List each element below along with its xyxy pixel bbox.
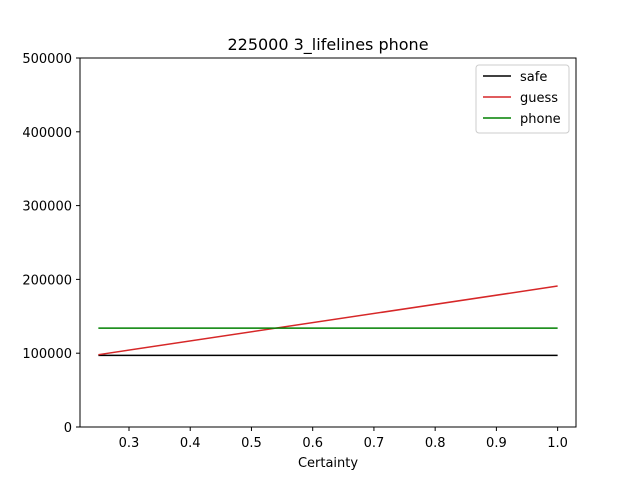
series-layer: [98, 285, 558, 357]
x-tick-label: 1.0: [547, 436, 568, 451]
y-tick-label: 0: [64, 421, 72, 436]
x-tick-label: 0.4: [180, 436, 201, 451]
y-axis: 0 100000 200000 300000 400000 500000: [22, 52, 80, 436]
series-line-guess: [98, 285, 558, 356]
y-tick-label: 500000: [22, 52, 72, 67]
legend-label-guess: guess: [520, 91, 558, 106]
plot-frame: [79, 57, 577, 428]
chart-title: 225000 3_lifelines phone: [227, 35, 428, 55]
x-axis-label: Certainty: [298, 456, 358, 471]
y-tick-label: 400000: [22, 126, 72, 141]
y-tick-label: 300000: [22, 200, 72, 215]
y-tick-label: 200000: [22, 273, 72, 288]
x-axis: 0.3 0.4 0.5 0.6 0.7 0.8 0.9 1.0: [119, 427, 568, 451]
legend-label-safe: safe: [520, 70, 547, 85]
x-tick-label: 0.7: [364, 436, 385, 451]
x-tick-label: 0.9: [486, 436, 507, 451]
legend-box: [475, 64, 570, 134]
legend: safe guess phone: [475, 64, 570, 134]
legend-label-phone: phone: [520, 112, 561, 127]
x-tick-label: 0.3: [119, 436, 140, 451]
x-tick-label: 0.6: [302, 436, 323, 451]
y-tick-label: 100000: [22, 347, 72, 362]
x-tick-label: 0.8: [425, 436, 446, 451]
x-tick-label: 0.5: [241, 436, 262, 451]
